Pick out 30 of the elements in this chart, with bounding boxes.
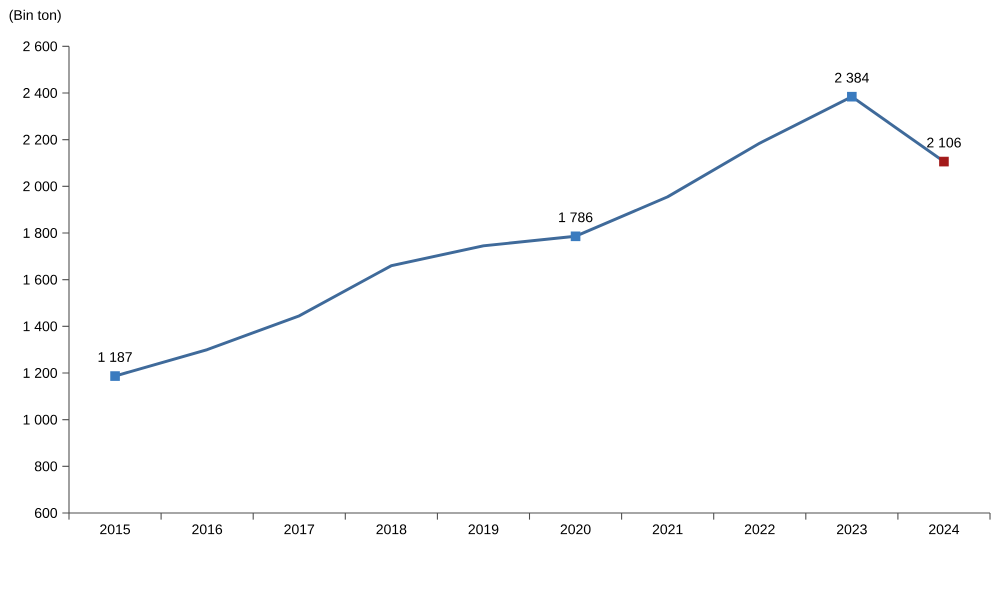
x-tick-label: 2020 <box>560 524 591 534</box>
point <box>939 156 949 166</box>
point <box>110 371 120 381</box>
y-tick-label: 1 200 <box>24 368 58 378</box>
y-tick-label: 1 600 <box>24 274 58 285</box>
x-tick-label: 2015 <box>100 524 130 534</box>
data-label: 1 786 <box>559 212 592 222</box>
x-tick-label: 2023 <box>836 524 867 534</box>
data-label: 2 384 <box>835 72 869 83</box>
x-tick-label: 2022 <box>744 524 775 534</box>
y-tick-label: 1 000 <box>24 414 58 425</box>
y-tick-label: 2 200 <box>23 134 58 145</box>
y-tick-label: 1 800 <box>24 228 58 238</box>
data-label: 2 106 <box>927 138 961 148</box>
x-tick-label: 2017 <box>284 524 314 534</box>
y-axis-title: (Bin ton) <box>10 10 61 23</box>
point <box>570 231 580 242</box>
x-tick-label: 2019 <box>468 524 498 534</box>
y-tick-label: 2 000 <box>23 181 58 192</box>
y-tick-label: 2 400 <box>23 88 58 98</box>
y-tick-label: 600 <box>34 508 58 518</box>
x-tick-label: 2016 <box>192 524 222 534</box>
y-tick-label: 1 400 <box>24 321 58 332</box>
data-label: 1 187 <box>98 352 132 362</box>
point <box>847 92 857 102</box>
x-tick-label: 2024 <box>929 524 960 534</box>
y-tick-label: 800 <box>34 461 58 472</box>
x-tick-label: 2018 <box>376 524 406 534</box>
x-tick-label: 2021 <box>652 524 683 534</box>
y-tick-label: 2 600 <box>23 41 58 52</box>
